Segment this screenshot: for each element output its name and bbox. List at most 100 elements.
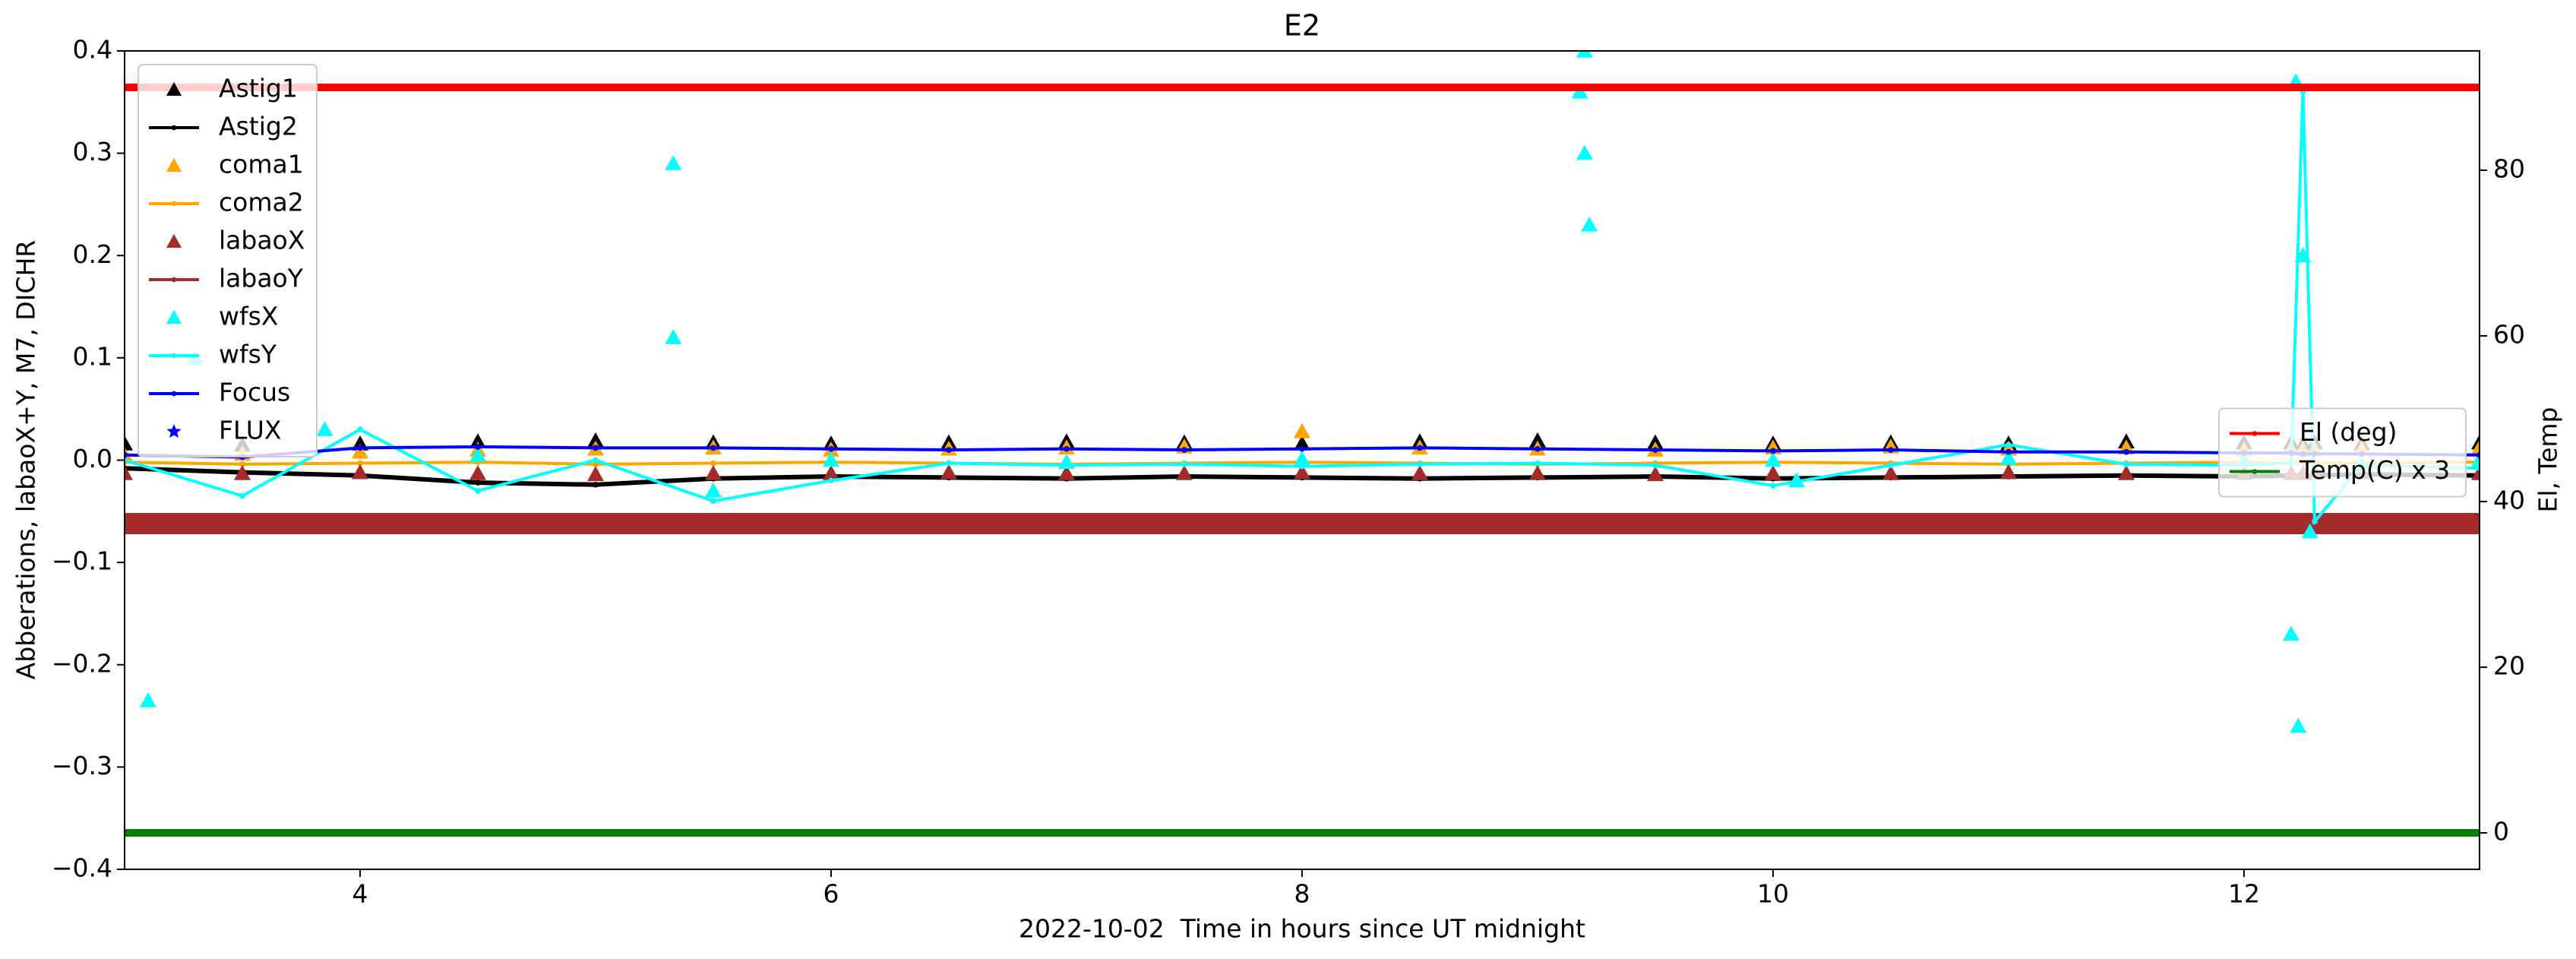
marker: [2359, 830, 2365, 836]
marker: [665, 328, 682, 344]
marker: [2241, 84, 2247, 90]
marker: [2312, 830, 2318, 836]
marker: [2312, 518, 2318, 525]
marker: [593, 457, 599, 464]
marker: [2241, 521, 2247, 527]
marker: [239, 830, 245, 836]
marker: [1652, 521, 1658, 527]
marker: [1581, 216, 1598, 232]
x-tick-label: 10: [1757, 879, 1789, 909]
marker: [593, 84, 599, 90]
y2-tick-label: 20: [2493, 651, 2525, 681]
marker: [1299, 445, 1305, 452]
marker: [946, 460, 952, 467]
marker: [469, 446, 486, 462]
marker: [2288, 521, 2294, 527]
legend: Astig1 Astig2 coma1 coma2 labaoX labaoY wfsX wf…: [137, 64, 318, 457]
marker: [125, 435, 133, 451]
marker: [946, 521, 952, 527]
x-tick-label: 12: [2228, 879, 2260, 909]
marker: [1181, 84, 1187, 90]
marker: [352, 443, 368, 459]
marker: [2288, 84, 2294, 90]
marker: [665, 155, 682, 170]
marker: [1064, 84, 1070, 90]
legend-label: coma2: [219, 188, 304, 217]
marker: [1535, 521, 1541, 527]
plot-area: [125, 51, 2480, 837]
marker: [1064, 830, 1070, 836]
marker: [1411, 465, 1428, 480]
marker: [593, 445, 599, 451]
marker: [1888, 830, 1894, 836]
marker: [823, 451, 839, 467]
marker: [166, 158, 182, 172]
marker: [828, 84, 834, 90]
plot-frame: [124, 50, 2480, 870]
marker: [828, 521, 834, 527]
marker: [469, 433, 486, 449]
chart-title: E2: [1284, 9, 1320, 43]
marker: [1417, 445, 1423, 451]
marker: [1888, 84, 1894, 90]
series-line: [125, 91, 2480, 526]
marker: [2299, 521, 2306, 527]
marker: [2123, 830, 2129, 836]
marker: [1647, 466, 1664, 482]
legend-label: Focus: [219, 378, 290, 407]
marker: [2301, 523, 2318, 539]
marker: [1064, 445, 1070, 452]
legend-box: [2218, 407, 2467, 498]
legend-label: labaoY: [219, 264, 304, 293]
y2-tick-label: 80: [2493, 154, 2525, 183]
marker: [1294, 435, 1310, 451]
marker: [1652, 462, 1658, 469]
marker: [1299, 463, 1305, 470]
legend-label: Temp(C) x 3: [2299, 455, 2450, 485]
marker: [1770, 521, 1776, 527]
legend-label: wfsX: [219, 302, 278, 331]
marker: [593, 481, 599, 488]
marker: [357, 830, 363, 836]
marker: [1576, 144, 1593, 160]
marker: [587, 466, 604, 482]
marker: [2005, 84, 2012, 90]
marker: [475, 521, 481, 527]
legend-label: coma1: [219, 150, 304, 179]
marker: [475, 488, 481, 494]
marker: [2299, 830, 2306, 836]
marker: [710, 445, 716, 451]
y2-tick-label: 40: [2493, 486, 2525, 515]
marker: [1181, 461, 1187, 467]
marker: [2123, 448, 2129, 455]
y2-tick-label: 0: [2493, 817, 2509, 847]
marker: [357, 426, 363, 432]
marker: [2290, 717, 2307, 733]
marker: [1299, 521, 1305, 527]
marker: [940, 464, 957, 480]
marker: [171, 125, 177, 131]
marker: [1770, 830, 1776, 836]
legend-label: FLUX: [219, 416, 281, 445]
marker: [1064, 521, 1070, 527]
marker: [1176, 465, 1193, 480]
marker: [2000, 449, 2017, 465]
marker: [2005, 521, 2012, 527]
marker: [357, 445, 363, 451]
marker: [1529, 432, 1546, 448]
marker: [1765, 465, 1781, 480]
marker: [1535, 830, 1541, 836]
marker: [1770, 448, 1776, 454]
marker: [1888, 521, 1894, 527]
legend-label: wfsY: [219, 340, 277, 369]
y-tick-label: 0.4: [73, 35, 112, 65]
marker: [2123, 84, 2129, 90]
marker: [2252, 431, 2258, 436]
marker: [316, 421, 333, 436]
marker: [1294, 451, 1310, 466]
marker: [593, 461, 599, 467]
legend-label: Astig2: [219, 112, 298, 141]
marker: [166, 82, 182, 96]
marker: [1652, 84, 1658, 90]
